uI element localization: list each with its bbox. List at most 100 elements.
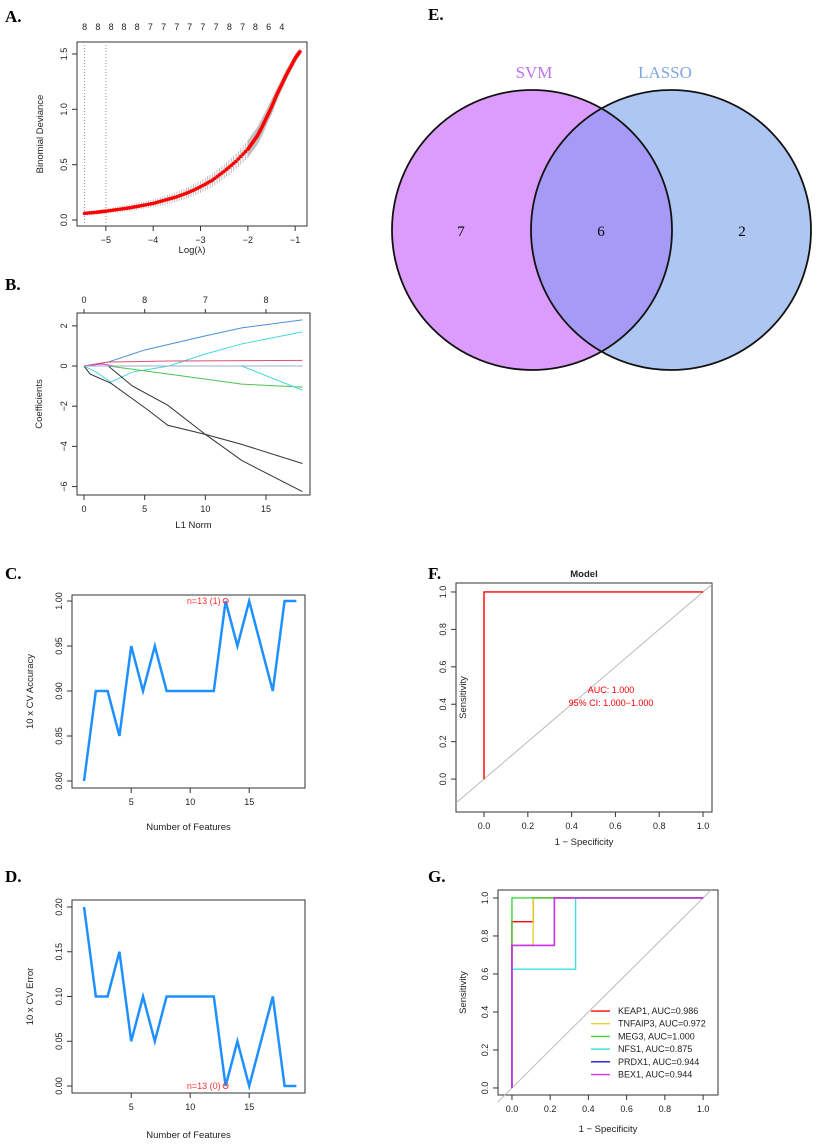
x-tick-label: 0.4 — [565, 821, 578, 831]
deviance-point — [238, 154, 243, 159]
auc-annotation: AUC: 1.000 — [588, 685, 635, 695]
series-line-bex1 — [511, 897, 704, 1088]
top-axis-label: 7 — [200, 22, 205, 32]
x-tick-label: 15 — [244, 797, 254, 807]
deviance-point — [236, 157, 241, 161]
chart-title: Model — [570, 569, 597, 580]
optimal-point-marker — [222, 1083, 229, 1090]
x-tick-label: 5 — [129, 1102, 134, 1112]
y-tick-label: 0.2 — [438, 735, 448, 748]
y-tick-label: 0.2 — [480, 1044, 490, 1057]
deviance-point — [298, 49, 302, 54]
optimal-point-label: n=13 (0) — [187, 1081, 221, 1091]
series-line-coef-8 — [84, 365, 303, 493]
y-tick-label: 0.4 — [480, 1006, 490, 1019]
top-axis-label: 7 — [203, 295, 208, 305]
y-tick-label: 0.6 — [480, 968, 490, 981]
series-line-coef-1 — [83, 319, 303, 367]
legend-label: PRDX1, AUC=0.944 — [618, 1057, 699, 1067]
top-axis-label: 7 — [148, 22, 153, 32]
y-axis-label: Sensitivity — [458, 676, 469, 719]
y-tick-label: 0.8 — [480, 930, 490, 943]
deviance-point — [229, 163, 234, 168]
y-tick-label: 0.10 — [54, 988, 64, 1006]
venn-circle-outline — [530, 89, 812, 371]
top-axis-label: 8 — [142, 295, 147, 305]
y-tick-label: 0.85 — [54, 727, 64, 745]
top-axis-label: 6 — [266, 22, 271, 32]
venn-set-label: SVM — [516, 63, 553, 82]
top-axis-label: 7 — [161, 22, 166, 32]
cv-line — [82, 596, 297, 782]
venn-intersection — [531, 90, 672, 370]
panel-label-d: D. — [5, 867, 22, 886]
y-tick-label: 1.5 — [59, 48, 69, 61]
panel-label-b: B. — [5, 275, 21, 294]
y-tick-label: 0.15 — [54, 943, 64, 961]
y-tick-label: 0.6 — [438, 661, 448, 674]
top-axis-label: 0 — [82, 295, 87, 305]
top-axis-label: 7 — [187, 22, 192, 32]
series-line-coef-7 — [83, 365, 303, 464]
diagonal-reference-line — [497, 889, 712, 1103]
x-tick-label: −5 — [101, 235, 111, 245]
series-line-model — [483, 591, 704, 780]
y-tick-label: 1.0 — [480, 892, 490, 905]
optimal-point-marker — [222, 598, 229, 605]
plot-frame — [455, 582, 713, 813]
y-tick-label: 0.20 — [54, 898, 64, 916]
panel-label-e: E. — [428, 5, 444, 24]
top-axis-label: 8 — [95, 22, 100, 32]
y-tick-label: 0.8 — [438, 623, 448, 636]
chart-d: 5 10 15 0.00 0.05 0.10 0.15 0.20 Number of Featu… — [25, 898, 306, 1141]
top-axis-label: 8 — [121, 22, 126, 32]
x-tick-label: 0.8 — [659, 1104, 672, 1114]
x-tick-label: 0.8 — [653, 821, 666, 831]
chart-a: −5 −4 −3 −2 −1 0.0 0.5 1.0 1.5 Log(λ) Binomial Dev… — [35, 22, 308, 256]
x-axis-label: 1 − Specificity — [555, 837, 614, 848]
optimal-point-label: n=13 (1) — [187, 596, 221, 606]
top-axis-label: 7 — [174, 22, 179, 32]
panel-label-a: A. — [5, 7, 22, 26]
x-tick-label: 0.6 — [609, 821, 622, 831]
y-tick-label: 0.90 — [54, 682, 64, 700]
x-tick-label: 5 — [142, 504, 147, 514]
x-axis-label: L1 Norm — [175, 520, 212, 531]
y-tick-label: −2 — [59, 401, 69, 411]
x-tick-label: 1.0 — [697, 821, 710, 831]
venn-circle-outline — [391, 89, 673, 371]
x-tick-label: −4 — [148, 235, 158, 245]
legend-label: KEAP1, AUC=0.986 — [618, 1006, 698, 1016]
x-tick-label: 10 — [185, 797, 195, 807]
y-axis-label: Binomial Deviance — [35, 95, 46, 174]
x-axis-label: 1 − Specificity — [579, 1124, 638, 1135]
top-axis-label: 8 — [82, 22, 87, 32]
y-tick-label: −4 — [59, 441, 69, 451]
x-tick-label: 0 — [82, 504, 87, 514]
top-axis-label: 8 — [263, 295, 268, 305]
x-tick-label: 1.0 — [697, 1104, 710, 1114]
series-line-coef-5 — [84, 365, 303, 388]
venn-count-intersection: 6 — [597, 224, 605, 240]
y-tick-label: 0 — [59, 364, 69, 369]
panel-label-f: F. — [428, 564, 441, 583]
x-axis-label: Log(λ) — [179, 245, 206, 256]
top-axis-label: 7 — [240, 22, 245, 32]
y-tick-label: 0.0 — [480, 1082, 490, 1095]
y-tick-label: 0.00 — [54, 1077, 64, 1095]
y-tick-label: 0.05 — [54, 1032, 64, 1050]
x-tick-label: 10 — [185, 1102, 195, 1112]
x-tick-label: 0.4 — [582, 1104, 595, 1114]
y-axis-label: 10 x CV Error — [25, 968, 36, 1026]
top-axis-label: 4 — [279, 22, 284, 32]
y-axis-label: Sensitivity — [458, 971, 469, 1014]
y-tick-label: 0.80 — [54, 772, 64, 790]
y-tick-label: 1.0 — [438, 586, 448, 599]
chart-c: 5 10 15 0.80 0.85 0.90 0.95 1.00 Number of Featu… — [25, 592, 306, 833]
top-axis-label: 8 — [253, 22, 258, 32]
deviance-point — [227, 165, 231, 170]
deviance-point — [222, 169, 226, 174]
plot-frame — [76, 41, 308, 227]
x-tick-label: 0.2 — [522, 821, 535, 831]
